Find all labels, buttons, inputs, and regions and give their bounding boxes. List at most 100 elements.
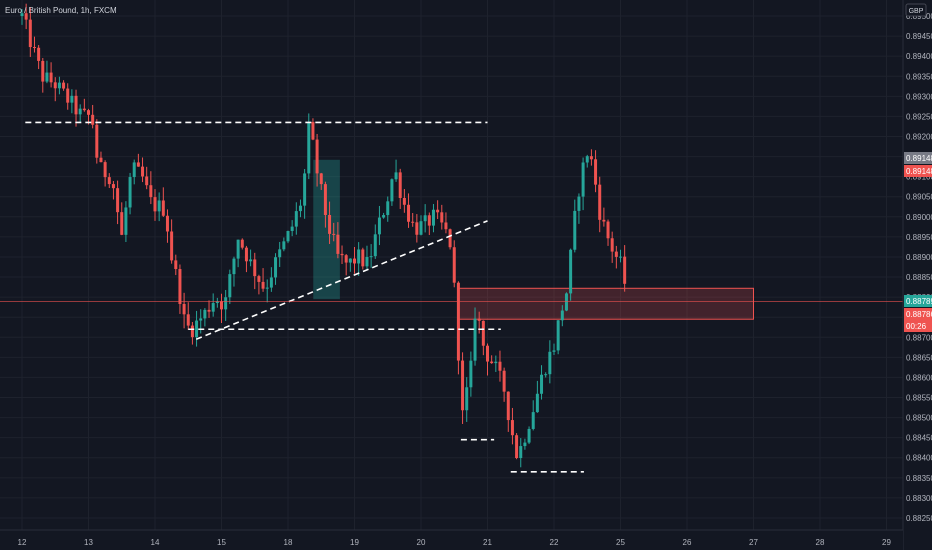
price-tag xyxy=(904,165,932,177)
candle-body xyxy=(436,209,440,213)
candle-body xyxy=(170,231,174,261)
candle-body xyxy=(481,320,485,346)
candle-body xyxy=(24,13,28,20)
candle-body xyxy=(274,257,278,278)
candle-body xyxy=(45,72,49,82)
candle-body xyxy=(70,95,74,103)
candle-body xyxy=(598,184,602,220)
candle-body xyxy=(53,82,57,89)
candle-body xyxy=(415,222,419,235)
candle-body xyxy=(182,303,186,315)
candle-body xyxy=(220,301,223,310)
candle-body xyxy=(585,156,589,163)
candle-body xyxy=(78,108,82,115)
candle-body xyxy=(132,162,136,178)
candle-body xyxy=(523,442,527,447)
time-tick-label: 14 xyxy=(151,538,160,547)
candle-body xyxy=(199,318,203,321)
candle-body xyxy=(469,360,473,388)
candle-body xyxy=(228,274,232,298)
demand-zone-box xyxy=(313,159,340,300)
candle-body xyxy=(407,204,411,222)
candle-body xyxy=(99,157,103,163)
candle-body xyxy=(136,162,140,167)
symbol-title: Euro / British Pound, 1h, FXCM xyxy=(5,6,117,15)
time-tick-label: 22 xyxy=(550,538,559,547)
drawings xyxy=(0,121,903,473)
candle-body xyxy=(564,293,568,311)
candle-body xyxy=(37,47,41,61)
candle-body xyxy=(577,196,581,211)
candle-body xyxy=(365,256,369,267)
candle-body xyxy=(311,122,315,140)
price-axis-panel xyxy=(903,0,932,550)
candle-body xyxy=(82,108,86,111)
grid xyxy=(0,0,903,530)
time-axis-panel xyxy=(0,530,903,550)
candle-body xyxy=(261,281,265,289)
candle-body xyxy=(91,114,95,125)
candles xyxy=(20,3,627,468)
time-tick-label: 26 xyxy=(683,538,692,547)
candle-body xyxy=(224,297,228,310)
candle-body xyxy=(74,95,78,115)
candle-body xyxy=(332,233,336,235)
candle-body xyxy=(294,211,298,227)
candle-body xyxy=(87,110,90,115)
candle-body xyxy=(107,177,111,185)
candle-body xyxy=(240,239,244,248)
currency-label: GBP xyxy=(909,8,924,15)
candle-body xyxy=(211,303,215,312)
candle-body xyxy=(465,387,469,411)
candle-body xyxy=(540,374,544,394)
candle-body xyxy=(552,350,556,352)
candle-body xyxy=(369,256,373,258)
candle-body xyxy=(153,197,157,212)
candle-body xyxy=(319,173,323,185)
candle-body xyxy=(190,325,194,338)
candle-body xyxy=(353,258,356,264)
price-tag xyxy=(904,320,932,332)
candle-body xyxy=(411,221,415,223)
candle-body xyxy=(278,249,282,258)
candle-body xyxy=(619,256,622,258)
candle-body xyxy=(515,435,519,459)
currency-button[interactable]: GBP xyxy=(905,3,927,17)
time-tick-label: 20 xyxy=(417,538,426,547)
candle-body xyxy=(124,207,128,235)
candle-body xyxy=(382,215,386,218)
candle-body xyxy=(461,360,465,411)
candle-body xyxy=(249,259,253,262)
candle-body xyxy=(427,215,431,226)
candle-body xyxy=(519,446,523,459)
price-tag xyxy=(904,295,932,307)
candle-body xyxy=(145,176,149,186)
candle-body xyxy=(340,253,344,256)
candle-body xyxy=(207,309,211,312)
candle-body xyxy=(419,221,423,235)
candle-body xyxy=(203,309,207,319)
candle-body xyxy=(398,172,402,198)
candle-body xyxy=(602,219,606,222)
price-tag-text: 0.89148 xyxy=(906,167,932,176)
candle-body xyxy=(606,221,610,239)
candle-body xyxy=(315,139,319,174)
candle-body xyxy=(286,231,290,242)
candle-body xyxy=(253,259,257,277)
candle-body xyxy=(510,420,514,436)
price-tags: 0.89148 0.89148 0.88789 0.88786 00:26 xyxy=(904,152,932,332)
time-tick-label: 28 xyxy=(816,538,825,547)
candle-body xyxy=(486,345,489,362)
